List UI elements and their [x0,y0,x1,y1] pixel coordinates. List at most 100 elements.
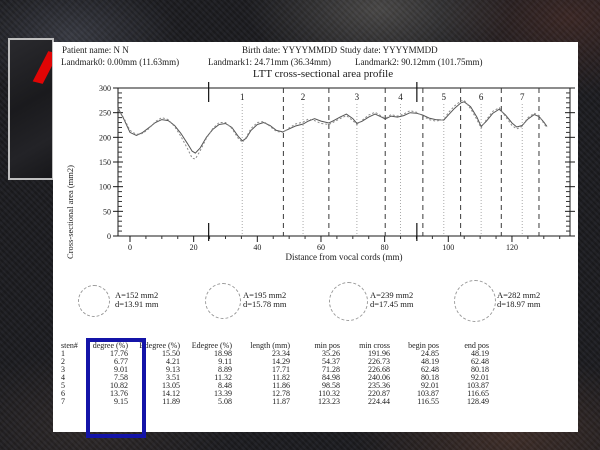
y-axis-title: Cross-sectional area (mm2) [65,165,75,259]
x-tick-label: 80 [381,243,389,252]
table-cell: 6 [61,389,65,398]
table-cell: 226.68 [368,365,390,374]
region-number-label: 5 [442,92,447,102]
table-row: 3 9.01 9.13 8.89 17.71 71.28 226.68 62.48 80.18 [61,366,489,374]
table-cell: 14.12 [162,389,180,398]
table-header-row: sten# degree (%) Bdegree (%) Edegree (%) len… [61,342,489,350]
table-cell: 12.78 [272,389,290,398]
circle-measurement-label: A=195 mm2 d=15.78 mm [243,291,287,309]
circle-diameter-value: d=15.78 mm [243,299,287,309]
region-number-label: 6 [479,92,484,102]
table-cell: 11.87 [272,397,290,406]
circle-area-value: A=282 mm2 [497,290,541,300]
circle-area-value: A=152 mm2 [115,290,159,300]
table-cell: 13.76 [110,389,128,398]
table-cell: 7.58 [114,373,128,382]
volume-thumbnail[interactable] [8,38,54,180]
landmark0-label: Landmark0: 0.00mm (11.63mm) [61,57,180,67]
table-cell: 240.06 [368,373,390,382]
table-row: 4 7.58 3.51 11.32 11.82 84.98 240.06 80.18 92.01 [61,374,489,382]
circle-diameter-value: d=13.91 mm [115,299,159,309]
y-tick-label: 200 [99,133,111,142]
table-row: 2 6.77 4.21 9.11 14.29 54.37 226.73 48.19 62.48 [61,358,489,366]
table-cell: 9.01 [114,365,128,374]
table-cell: 11.86 [272,381,290,390]
table-cell: 15.50 [162,349,180,358]
table-cell: 11.32 [214,373,232,382]
x-tick-label: 120 [506,243,518,252]
table-cell: 224.44 [368,397,390,406]
table-cell: 1 [61,349,65,358]
table-cell: 80.18 [421,373,439,382]
table-cell: 71.28 [322,365,340,374]
x-tick-label: 20 [190,243,198,252]
table-header-cell: min cross [359,341,390,350]
table-cell: 17.76 [110,349,128,358]
table-header-cell: sten# [61,341,78,350]
table-header-cell: Bdegree (%) [139,341,180,350]
chart-title: LTT cross-sectional area profile [252,68,394,80]
table-cell: 8.48 [218,381,232,390]
table-cell: 17.71 [272,365,290,374]
table-cell: 128.49 [467,397,489,406]
profile-curve-solid [117,101,548,154]
table-cell: 48.19 [421,357,439,366]
table-cell: 116.55 [417,397,439,406]
table-cell: 62.48 [421,365,439,374]
region-number-label: 3 [355,92,360,102]
table-cell: 4 [61,373,65,382]
table-cell: 4.21 [166,357,180,366]
table-cell: 6.77 [114,357,128,366]
profile-curve-dotted [117,99,548,160]
table-cell: 3 [61,365,65,374]
landmark2-label: Landmark2: 90.12mm (101.75mm) [355,57,483,67]
table-cell: 103.87 [467,381,489,390]
table-cell: 7 [61,397,65,406]
table-cell: 13.39 [214,389,232,398]
table-cell: 110.32 [318,389,340,398]
table-cell: 10.82 [110,381,128,390]
area-profile-chart[interactable]: 0 50 100 150 200 250 300 0 20 40 60 80 100 120 1 2 3 4 5 6 7… [53,42,578,274]
table-cell: 5 [61,381,65,390]
y-tick-label: 50 [103,207,111,216]
table-cell: 54.37 [322,357,340,366]
table-cell: 9.15 [114,397,128,406]
region-number-label: 7 [520,92,525,102]
table-cell: 123.23 [318,397,340,406]
equivalent-circle [78,285,110,317]
table-cell: 8.89 [218,365,232,374]
y-tick-label: 150 [99,158,111,167]
study-date-label: Study date: YYYYMMDD [340,45,438,55]
table-cell: 92.01 [421,381,439,390]
circle-diameter-value: d=17.45 mm [370,299,414,309]
region-number-label: 4 [398,92,403,102]
degree-column-highlight[interactable] [86,338,146,438]
table-cell: 9.13 [166,365,180,374]
table-cell: 235.36 [368,381,390,390]
x-tick-label: 60 [317,243,325,252]
y-tick-label: 300 [99,84,111,93]
table-header-cell: length (mm) [250,341,290,350]
table-cell: 11.89 [162,397,180,406]
table-cell: 24.85 [421,349,439,358]
red-marker [32,51,52,84]
table-cell: 23.34 [272,349,290,358]
equivalent-circle [205,283,241,319]
equivalent-circle [328,281,368,321]
table-cell: 80.18 [471,365,489,374]
table-cell: 2 [61,357,65,366]
ltt-report-window: Patient name: N N Birth date: YYYYMMDD S… [53,42,578,438]
y-tick-label: 250 [99,109,111,118]
table-cell: 11.82 [272,373,290,382]
x-tick-label: 100 [442,243,454,252]
circle-measurement-label: A=239 mm2 d=17.45 mm [370,291,414,309]
table-cell: 35.26 [322,349,340,358]
table-cell: 14.29 [272,357,290,366]
table-cell: 9.11 [218,357,232,366]
table-cell: 13.05 [162,381,180,390]
table-row: 5 10.82 13.05 8.48 11.86 98.58 235.36 92.01 103.… [61,382,489,390]
region-number-label: 2 [301,92,306,102]
table-cell: 48.19 [471,349,489,358]
table-cell: 84.98 [322,373,340,382]
